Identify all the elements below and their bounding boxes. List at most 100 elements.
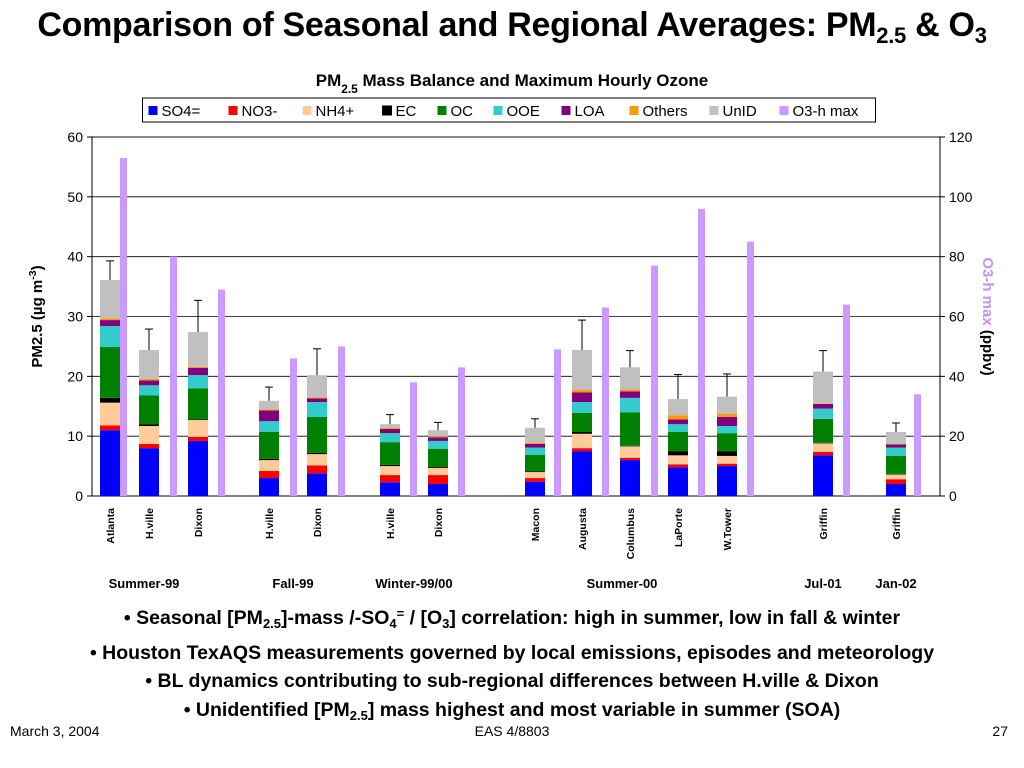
stacked-bar: [139, 328, 159, 496]
bullet-item: • Houston TexAQS measurements governed b…: [89, 641, 935, 664]
left-tick-label: 30: [67, 309, 83, 325]
bar-segment-so4: [380, 482, 400, 496]
bar-segment-nh4: [668, 455, 688, 465]
bar-segment-unid: [259, 400, 279, 410]
bullet-list: • Seasonal [PM2.5]-mass /-SO4= / [O3] co…: [0, 600, 1024, 730]
legend-swatch: [709, 106, 719, 115]
bar-segment-oc: [572, 412, 592, 432]
bar-segment-oc: [813, 418, 833, 443]
bar-segment-others: [100, 318, 120, 321]
category-label: Griffin: [891, 508, 903, 540]
bar-segment-others: [813, 403, 833, 404]
footer-course: EAS 4/8803: [474, 723, 550, 739]
bar-segment-loa: [139, 380, 159, 386]
bar-segment-ooe: [188, 375, 208, 389]
season-label: Winter-99/00: [375, 576, 452, 591]
legend-frame: [142, 97, 876, 123]
left-tick-label: 20: [67, 368, 83, 384]
bar-segment-others: [428, 436, 448, 438]
bar-segment-others: [620, 389, 640, 392]
bar-segment-nh4: [572, 433, 592, 449]
bullet-item: • BL dynamics contributing to sub-region…: [145, 670, 879, 692]
left-tick-label: 50: [67, 189, 83, 205]
bar-segment-nh4: [380, 466, 400, 476]
bar-segment-nh4: [525, 472, 545, 479]
o3-bar: [602, 307, 609, 496]
bar-segment-loa: [668, 419, 688, 425]
bar-segment-no3: [307, 465, 327, 474]
bar-segment-unid: [380, 424, 400, 428]
legend-label: OC: [451, 103, 474, 120]
bar-segment-ec: [307, 452, 327, 455]
bar-segment-loa: [525, 443, 545, 448]
bar-segment-oc: [259, 431, 279, 459]
category-label: W.Tower: [722, 508, 734, 550]
stacked-bar: [525, 418, 545, 496]
bar-segment-no3: [572, 448, 592, 452]
bar-segment-ec: [620, 445, 640, 447]
bar-segment-loa: [188, 367, 208, 376]
bar-segment-so4: [188, 440, 208, 496]
bar-segment-nh4: [886, 474, 906, 480]
o3-bar: [843, 304, 850, 496]
bar-segment-oc: [668, 431, 688, 452]
bar-segment-unid: [717, 396, 737, 415]
bar-segment-others: [139, 378, 159, 381]
bar-segment-so4: [886, 484, 906, 496]
bar-segment-ec: [139, 424, 159, 426]
stacked-bar: [428, 421, 448, 496]
stacked-bar: [620, 350, 640, 496]
category-label: Atlanta: [105, 508, 117, 544]
bar-segment-nh4: [100, 402, 120, 426]
title-subscript: 2.5: [876, 23, 906, 48]
footer-date: March 3, 2004: [10, 723, 100, 739]
stacked-bar: [717, 373, 737, 496]
bar-segment-others: [886, 443, 906, 445]
o3-bar: [698, 208, 705, 497]
season-label: Summer-99: [109, 576, 180, 591]
stacked-bar: [100, 260, 120, 496]
category-label: Dixon: [193, 508, 205, 537]
bar-segment-ec: [188, 419, 208, 421]
footer-page-number: 27: [992, 723, 1008, 739]
bar-segment-unid: [620, 367, 640, 390]
bar-segment-no3: [813, 451, 833, 456]
right-tick-label: 20: [949, 428, 965, 444]
category-label: H.ville: [264, 508, 276, 539]
bar-segment-nh4: [717, 455, 737, 464]
bar-segment-so4: [717, 466, 737, 496]
bar-segment-so4: [813, 455, 833, 496]
category-label: Macon: [530, 508, 542, 541]
bar-segment-others: [259, 409, 279, 411]
stacked-bar: [572, 319, 592, 496]
bar-segment-loa: [620, 391, 640, 398]
right-tick-label: 120: [949, 129, 973, 145]
o3-bar: [747, 241, 754, 496]
bar-segment-ec: [572, 431, 592, 434]
right-tick-label: 100: [949, 189, 973, 205]
bar-segment-unid: [813, 371, 833, 404]
bar-segment-ec: [428, 466, 448, 468]
bar-segment-unid: [668, 399, 688, 416]
bar-segment-ooe: [572, 402, 592, 413]
category-label: LaPorte: [673, 508, 685, 547]
bar-segment-loa: [380, 428, 400, 434]
bar-segment-no3: [886, 479, 906, 485]
bar-segment-others: [525, 442, 545, 444]
left-tick-label: 60: [67, 129, 83, 145]
stacked-bar: [259, 386, 279, 496]
legend-swatch: [493, 106, 503, 115]
legend-swatch: [228, 106, 238, 115]
right-tick-label: 40: [949, 368, 965, 384]
legend-label: OOE: [507, 103, 540, 120]
bar-segment-ec: [100, 397, 120, 403]
category-label: Columbus: [625, 508, 637, 559]
stacked-bar: [307, 348, 327, 496]
legend-label: SO4=: [162, 103, 201, 120]
category-label: Augusta: [577, 508, 589, 550]
bar-segment-nh4: [139, 425, 159, 444]
bar-segment-loa: [572, 392, 592, 403]
bar-segment-ooe: [717, 425, 737, 434]
bar-segment-ooe: [380, 433, 400, 443]
stacked-bar: [188, 299, 208, 496]
